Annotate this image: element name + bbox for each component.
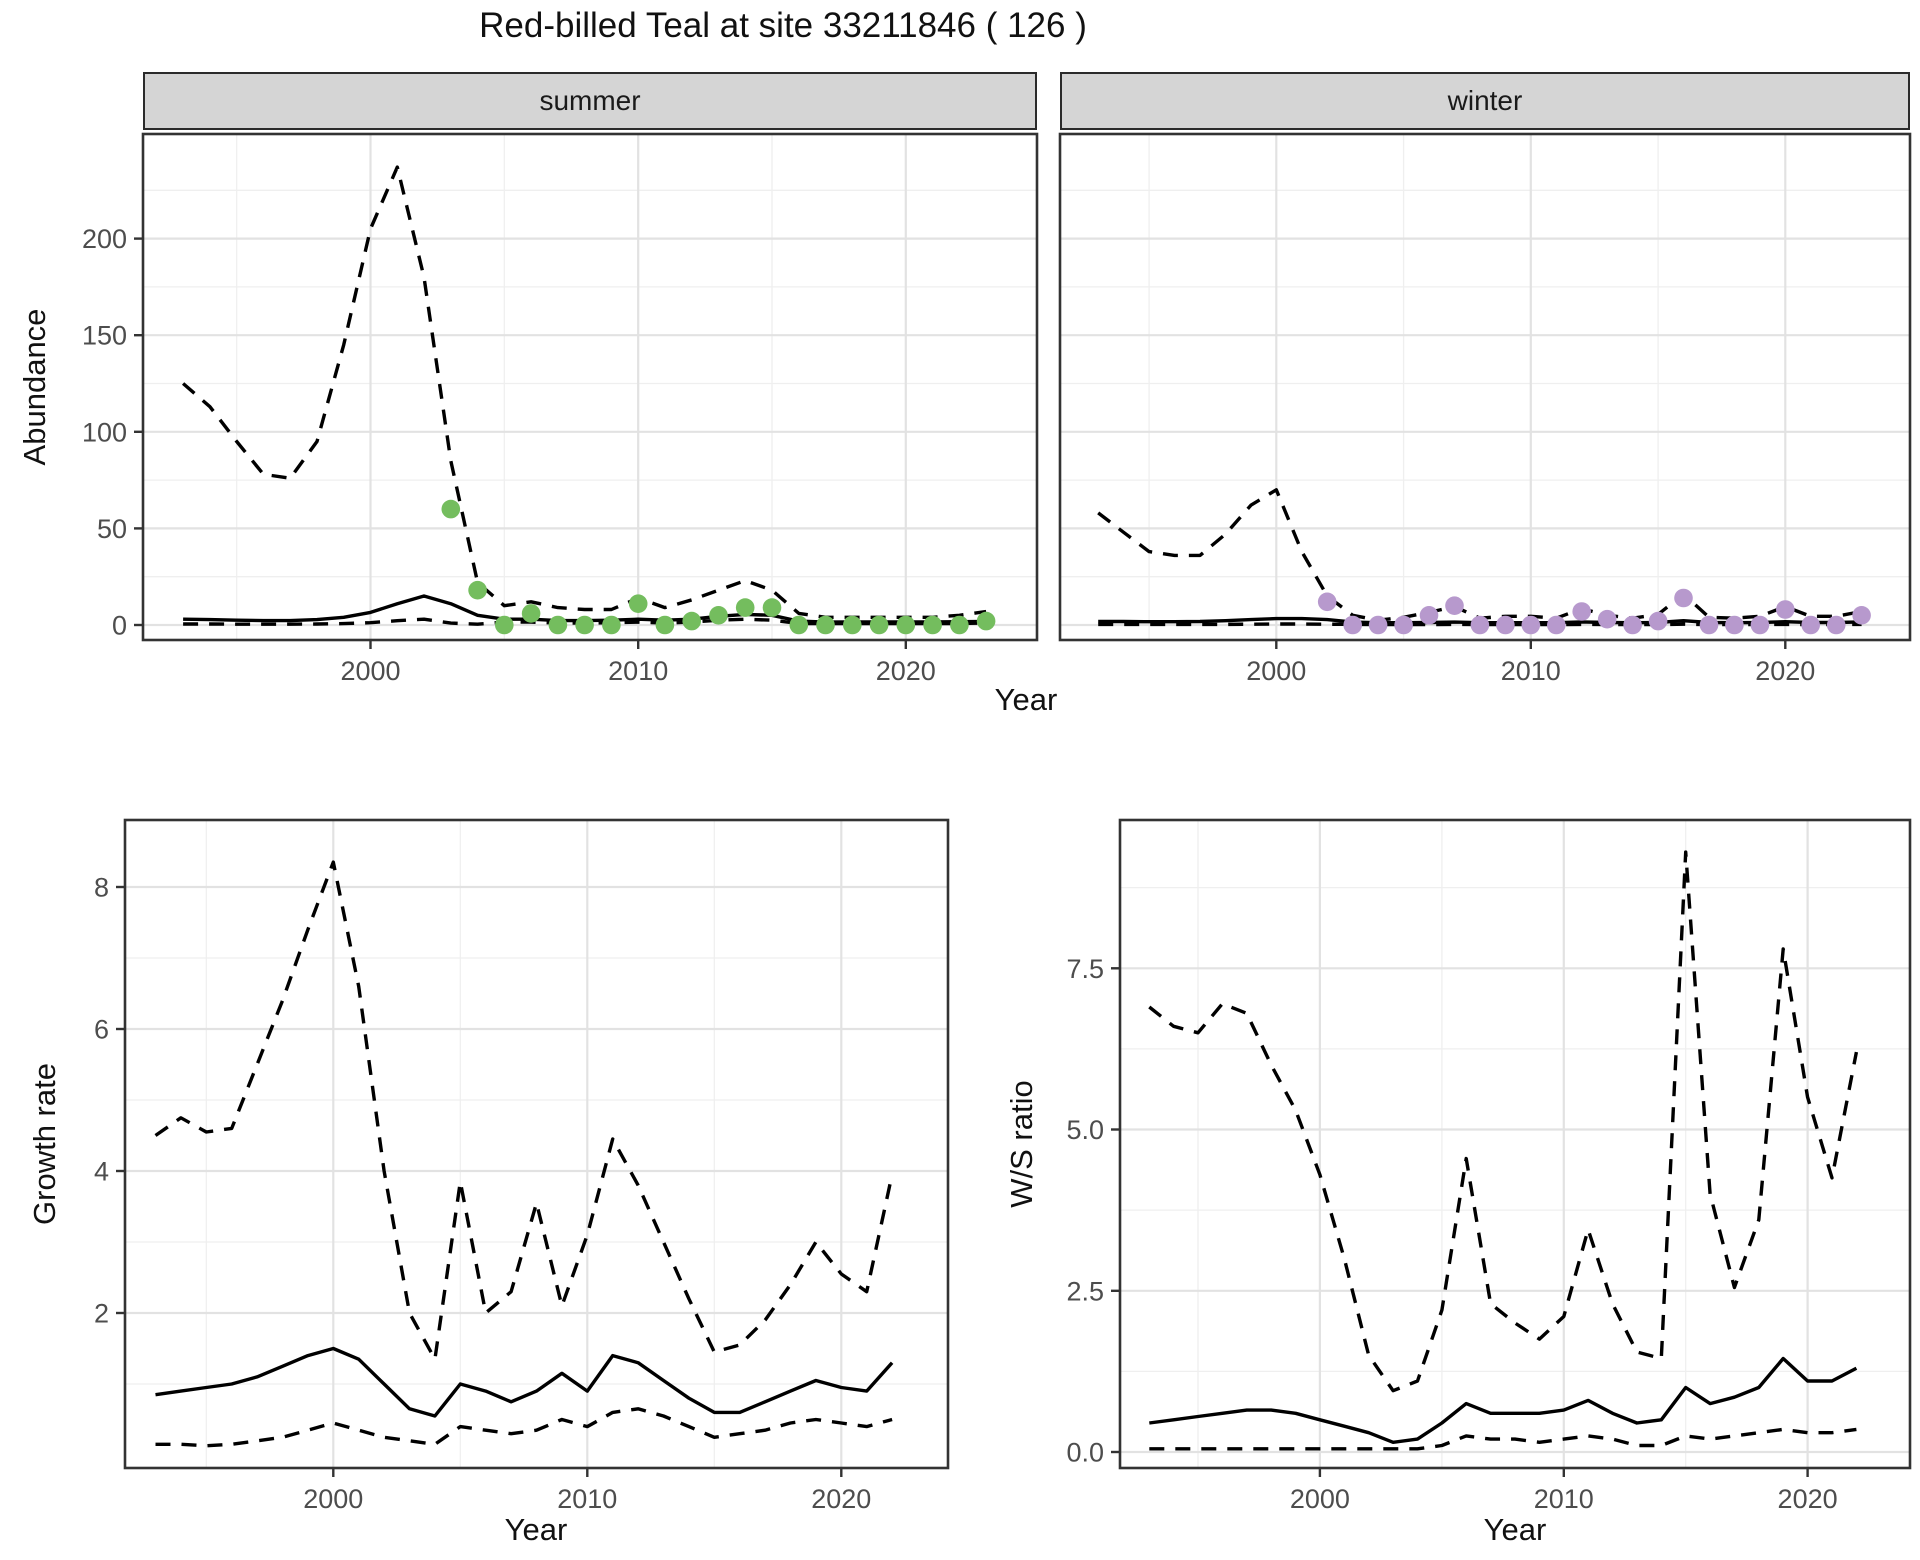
x-tick-label: 2010	[1534, 1484, 1594, 1514]
observed-count-point	[575, 615, 594, 635]
y-tick-label: 200	[82, 224, 127, 254]
observed-count-point	[735, 598, 755, 617]
growth-axis-title: Growth rate	[27, 1063, 62, 1225]
observed-count-point	[1470, 615, 1490, 635]
observed-count-point	[1496, 615, 1515, 635]
x-tick-label: 2020	[1755, 656, 1815, 686]
observed-count-point	[521, 604, 541, 623]
observed-count-point	[1801, 615, 1820, 635]
x-tick-label: 2020	[1778, 1484, 1838, 1514]
panel-abundance_winter: 2000 2010 2020	[1058, 132, 1912, 686]
panel-bg	[1060, 134, 1910, 640]
panel-border	[141, 132, 1039, 642]
facet-strip-winter: winter	[1060, 72, 1910, 130]
observed-count-point	[655, 615, 675, 635]
observed-count-point	[495, 615, 514, 635]
panel-bg	[1120, 820, 1910, 1468]
observed-count-point	[1674, 588, 1693, 608]
lower-95ci-line	[155, 1407, 893, 1448]
fitted-mean-line	[1149, 1356, 1858, 1444]
observed-count-point	[1343, 615, 1362, 635]
observed-count-point	[1521, 615, 1541, 635]
fitted-mean-line	[155, 1346, 894, 1418]
y-tick-label: 2.5	[1066, 1276, 1104, 1306]
facet-strip-winter-label: winter	[1447, 85, 1523, 116]
y-tick-label: 6	[94, 1015, 109, 1045]
observed-count-point	[1368, 615, 1388, 635]
y-tick-label: 0.0	[1066, 1438, 1104, 1468]
y-tick-label: 100	[82, 417, 127, 447]
observed-count-point	[1852, 606, 1871, 625]
panel-border	[123, 818, 950, 1470]
observed-count-point	[762, 598, 782, 617]
observed-count-point	[816, 615, 835, 635]
upper-95ci-line	[1148, 850, 1859, 1393]
facet-strip-summer-label: summer	[539, 85, 641, 116]
observed-count-point	[602, 615, 621, 635]
y-tick-label: 0	[112, 611, 127, 641]
bottom-right-x-axis-title: Year	[1483, 1512, 1547, 1547]
observed-count-point	[843, 615, 862, 635]
observed-count-point	[441, 499, 461, 519]
x-tick-label: 2020	[811, 1484, 871, 1514]
y-tick-label: 5.0	[1066, 1115, 1104, 1145]
observed-count-point	[950, 615, 969, 635]
lower-95ci-line	[1149, 1427, 1857, 1451]
observed-count-point	[1547, 615, 1566, 635]
observed-count-point	[682, 611, 701, 631]
x-tick-label: 2010	[557, 1484, 617, 1514]
observed-count-point	[1699, 615, 1719, 635]
x-tick-label: 2010	[1501, 656, 1561, 686]
panel-abundance_summer: 2000 2010 2020 0 50 100 150 200	[82, 132, 1039, 686]
panel-ws_ratio: 2000 2010 2020 0.0 2.5 5.0 7.5	[1066, 818, 1912, 1514]
ws-axis-title: W/S ratio	[1004, 1080, 1039, 1208]
observed-count-point	[1623, 615, 1642, 635]
y-tick-label: 4	[94, 1157, 109, 1187]
observed-count-point	[1597, 609, 1617, 629]
facet-strip-summer: summer	[143, 72, 1037, 130]
observed-count-point	[709, 606, 728, 625]
x-tick-label: 2000	[340, 656, 400, 686]
observed-count-point	[468, 580, 487, 600]
bottom-left-x-axis-title: Year	[504, 1512, 568, 1547]
x-tick-label: 2000	[1290, 1484, 1350, 1514]
panel-bg	[125, 820, 948, 1468]
observed-count-point	[1445, 596, 1464, 615]
y-tick-label: 2	[94, 1299, 109, 1329]
upper-95ci-line	[154, 860, 894, 1361]
observed-count-point	[1317, 592, 1337, 612]
figure-title: Red-billed Teal at site 33211846 ( 126 )	[479, 6, 1087, 45]
observed-count-point	[1725, 615, 1744, 635]
observed-count-point	[1394, 615, 1413, 635]
observed-count-point	[869, 615, 889, 635]
y-tick-label: 50	[97, 514, 127, 544]
top-x-axis-title: Year	[994, 682, 1058, 717]
observed-count-point	[896, 615, 916, 635]
panel-border	[1118, 818, 1912, 1470]
x-tick-label: 2000	[303, 1484, 363, 1514]
observed-count-point	[1826, 615, 1846, 635]
observed-count-point	[1776, 600, 1795, 619]
observed-count-point	[628, 594, 648, 613]
x-tick-label: 2010	[608, 656, 668, 686]
observed-count-point	[1648, 611, 1668, 631]
x-tick-label: 2000	[1246, 656, 1306, 686]
y-tick-label: 150	[82, 321, 127, 351]
abundance-axis-title: Abundance	[17, 308, 52, 466]
observed-count-point	[1572, 602, 1591, 621]
observed-count-point	[923, 615, 942, 635]
y-tick-label: 8	[94, 873, 109, 903]
observed-count-point	[1419, 606, 1439, 625]
panel-bg	[143, 134, 1037, 640]
observed-count-point	[789, 615, 809, 635]
observed-count-point	[976, 611, 996, 631]
observed-count-point	[548, 615, 568, 635]
observed-count-point	[1750, 615, 1770, 635]
x-tick-label: 2020	[876, 656, 936, 686]
y-tick-label: 7.5	[1066, 954, 1104, 984]
panel-border	[1058, 132, 1912, 642]
panel-growth_rate: 2000 2010 2020 2 4 6 8	[94, 818, 950, 1514]
